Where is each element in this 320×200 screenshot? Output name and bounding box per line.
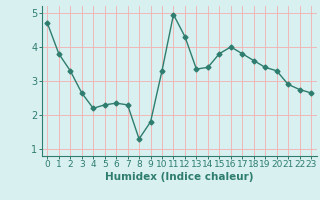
X-axis label: Humidex (Indice chaleur): Humidex (Indice chaleur) [105, 172, 253, 182]
